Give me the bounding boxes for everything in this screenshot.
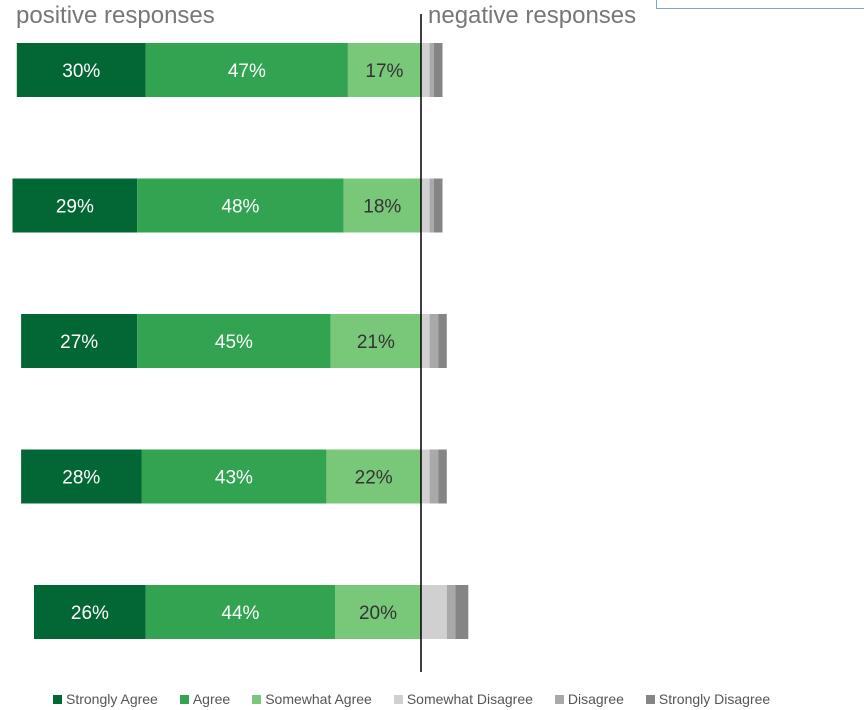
bar-agree — [141, 449, 327, 504]
bar-somewhat-disagree — [421, 43, 430, 97]
bar-strongly-disagree — [438, 449, 447, 504]
data-label-somewhat-agree: 17% — [365, 61, 403, 82]
bar-somewhat-agree — [326, 449, 421, 504]
bar-disagree — [429, 449, 439, 504]
bar-somewhat-agree — [330, 314, 421, 368]
legend-item-strongly-disagree: Strongly Disagree — [645, 691, 771, 707]
data-label-somewhat-agree: 20% — [359, 603, 397, 624]
data-label-strongly-agree: 28% — [62, 468, 100, 489]
legend-swatch — [252, 694, 262, 704]
legend-swatch — [53, 694, 62, 704]
legend-item-strongly-agree: Strongly Agree — [53, 691, 158, 707]
bar-strongly-disagree — [433, 43, 443, 97]
legend-label: Somewhat Agree — [265, 691, 372, 707]
data-label-strongly-agree: 26% — [71, 603, 109, 624]
legend-item-somewhat-agree: Somewhat Agree — [252, 691, 372, 707]
bar-strongly-disagree — [438, 314, 447, 368]
legend: Strongly Agree Agree Somewhat Agree Somewha… — [53, 691, 770, 707]
bar-somewhat-disagree — [421, 585, 447, 639]
legend-item-agree: Agree — [179, 691, 231, 707]
data-label-somewhat-agree: 21% — [357, 332, 395, 353]
bar-disagree — [429, 314, 439, 368]
data-label-strongly-agree: 29% — [56, 197, 94, 218]
data-label-agree: 43% — [215, 468, 253, 489]
bar-agree — [145, 585, 335, 639]
legend-swatch — [179, 694, 189, 704]
legend-label: Agree — [192, 691, 231, 707]
bar-strongly-agree — [12, 178, 138, 233]
bar-row-4: 28% 43% 22% — [21, 449, 447, 504]
legend-swatch — [645, 694, 655, 704]
data-label-agree: 48% — [221, 197, 259, 218]
bar-row-2: 29% 48% 18% — [12, 178, 443, 233]
bar-strongly-disagree — [455, 585, 469, 639]
bar-strongly-agree — [16, 43, 146, 97]
legend-label: Strongly Agree — [66, 691, 158, 707]
legend-swatch — [393, 694, 403, 704]
positive-responses-heading: positive responses — [16, 2, 215, 29]
annotation-box-edge — [656, 0, 864, 9]
data-label-agree: 45% — [215, 332, 253, 353]
data-label-somewhat-agree: 18% — [363, 197, 401, 218]
bar-somewhat-disagree — [421, 449, 430, 504]
bar-somewhat-agree — [347, 43, 421, 97]
bar-row-3: 27% 45% 21% — [21, 314, 447, 368]
data-label-strongly-agree: 30% — [62, 61, 100, 82]
bar-disagree — [446, 585, 456, 639]
legend-swatch — [554, 694, 564, 704]
legend-label: Strongly Disagree — [658, 691, 771, 707]
legend-item-disagree: Disagree — [554, 691, 624, 707]
bar-somewhat-disagree — [421, 314, 430, 368]
bar-row-5: 26% 44% 20% — [34, 585, 469, 639]
bar-agree — [137, 314, 331, 368]
bar-somewhat-disagree — [421, 178, 430, 233]
legend-item-somewhat-disagree: Somewhat Disagree — [393, 691, 533, 707]
bar-agree — [145, 43, 348, 97]
bar-strongly-agree — [34, 585, 146, 639]
bar-strongly-disagree — [433, 178, 443, 233]
bar-strongly-agree — [21, 314, 138, 368]
legend-label: Disagree — [567, 691, 624, 707]
bar-strongly-agree — [21, 449, 142, 504]
data-label-somewhat-agree: 22% — [355, 468, 393, 489]
bar-somewhat-agree — [343, 178, 421, 233]
bar-agree — [137, 178, 344, 233]
bar-disagree — [429, 43, 434, 97]
data-label-strongly-agree: 27% — [60, 332, 98, 353]
data-label-agree: 47% — [228, 61, 266, 82]
bar-disagree — [429, 178, 434, 233]
data-label-agree: 44% — [221, 603, 259, 624]
bar-somewhat-agree — [335, 585, 421, 639]
bar-row-1: 30% 47% 17% — [16, 43, 443, 97]
negative-responses-heading: negative responses — [428, 2, 637, 29]
legend-label: Somewhat Disagree — [406, 691, 533, 707]
